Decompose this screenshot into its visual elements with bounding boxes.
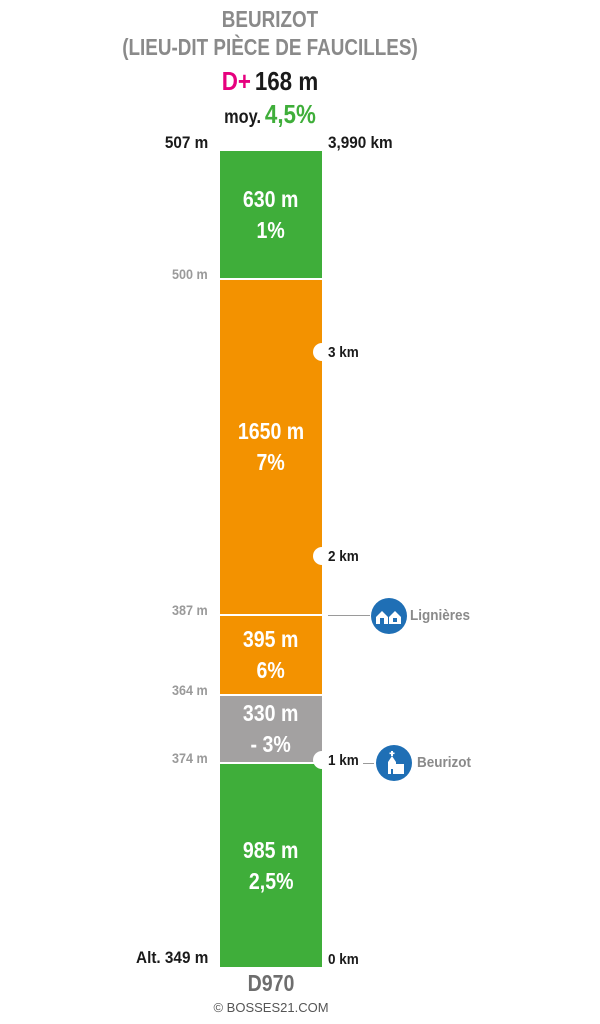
distance-label: 3 km <box>328 344 359 361</box>
segment-1: 630 m 1% <box>220 151 322 278</box>
poi-connector <box>328 615 370 616</box>
climb-subtitle: (LIEU-DIT PIÈCE DE FAUCILLES) <box>122 34 418 60</box>
altitude-top: 507 m <box>164 133 208 152</box>
dplus-label: D+ <box>221 66 251 96</box>
segment-grade: 1% <box>256 216 286 243</box>
copyright: © BOSSES21.COM <box>213 1000 328 1015</box>
segment-length: 1650 m <box>237 418 305 444</box>
village-icon <box>371 598 407 634</box>
segment-grade: - 3% <box>250 731 292 757</box>
segment-3: 395 m 6% <box>220 616 322 694</box>
km-notch <box>313 343 331 361</box>
poi-label-beurizot: Beurizot <box>417 754 471 771</box>
average-label: moy. <box>224 107 262 128</box>
church-icon <box>376 745 412 781</box>
segment-grade: 6% <box>256 657 286 683</box>
altitude-label: 387 m <box>172 602 208 618</box>
segment-length: 330 m <box>243 700 299 726</box>
segment-5: 985 m 2,5% <box>220 764 322 967</box>
altitude-label: 500 m <box>172 266 208 282</box>
distance-end: 3,990 km <box>328 133 393 152</box>
road-number: D970 <box>247 970 295 996</box>
altitude-label: 374 m <box>172 750 208 766</box>
poi-connector <box>363 763 374 764</box>
segment-length: 985 m <box>243 836 299 863</box>
copyright-text: © BOSSES21.COM <box>213 1000 329 1015</box>
km-notch <box>313 751 331 769</box>
elevation-gain: D+ 168 m <box>38 66 502 97</box>
distance-label: 2 km <box>328 548 359 565</box>
dplus-value: 168 m <box>254 66 319 96</box>
segment-length: 395 m <box>243 626 299 652</box>
poi-label-lignieres: Lignières <box>410 607 471 624</box>
segment-2: 1650 m 7% <box>220 280 322 614</box>
segment-length: 630 m <box>243 185 299 212</box>
distance-start: 0 km <box>328 951 359 968</box>
km-notch <box>313 547 331 565</box>
altitude-label: 364 m <box>172 682 208 698</box>
average-grade: moy. 4,5% <box>38 99 502 130</box>
distance-label: 1 km <box>328 752 359 769</box>
altitude-start: Alt. 349 m <box>135 948 208 967</box>
segment-grade: 2,5% <box>248 867 294 894</box>
average-value: 4,5% <box>264 99 316 129</box>
segment-4: 330 m - 3% <box>220 696 322 762</box>
segment-grade: 7% <box>256 449 286 475</box>
climb-title: BEURIZOT <box>221 6 319 32</box>
